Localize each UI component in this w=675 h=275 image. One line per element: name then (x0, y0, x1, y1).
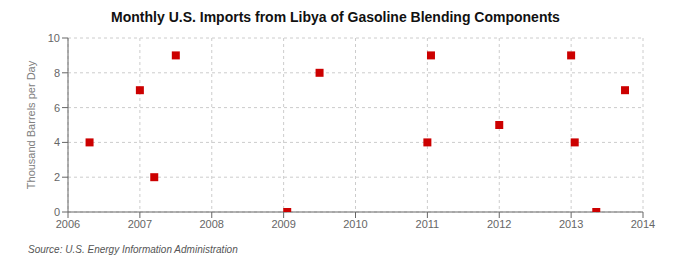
svg-text:4: 4 (54, 136, 60, 148)
svg-text:2014: 2014 (631, 218, 655, 230)
svg-text:6: 6 (54, 102, 60, 114)
html-text:Source: U.S. Energy Informatio: Source: U.S. Energy Information Administ… (28, 244, 238, 255)
svg-text:2009: 2009 (271, 218, 295, 230)
svg-text:2007: 2007 (128, 218, 152, 230)
svg-text:2006: 2006 (56, 218, 80, 230)
svg-text:8: 8 (54, 67, 60, 79)
svg-text:2013: 2013 (559, 218, 583, 230)
svg-text:2: 2 (54, 171, 60, 183)
svg-text:0: 0 (54, 206, 60, 218)
html-text:Monthly U.S. Imports from Liby: Monthly U.S. Imports from Libya of Gasol… (111, 9, 560, 25)
svg-text:2012: 2012 (487, 218, 511, 230)
svg-text:2011: 2011 (416, 218, 440, 230)
svg-text:10: 10 (48, 32, 60, 44)
svg-text:Thousand Barrels per Day: Thousand Barrels per Day (25, 60, 37, 189)
svg-text:2010: 2010 (343, 218, 367, 230)
svg-text:2008: 2008 (200, 218, 224, 230)
